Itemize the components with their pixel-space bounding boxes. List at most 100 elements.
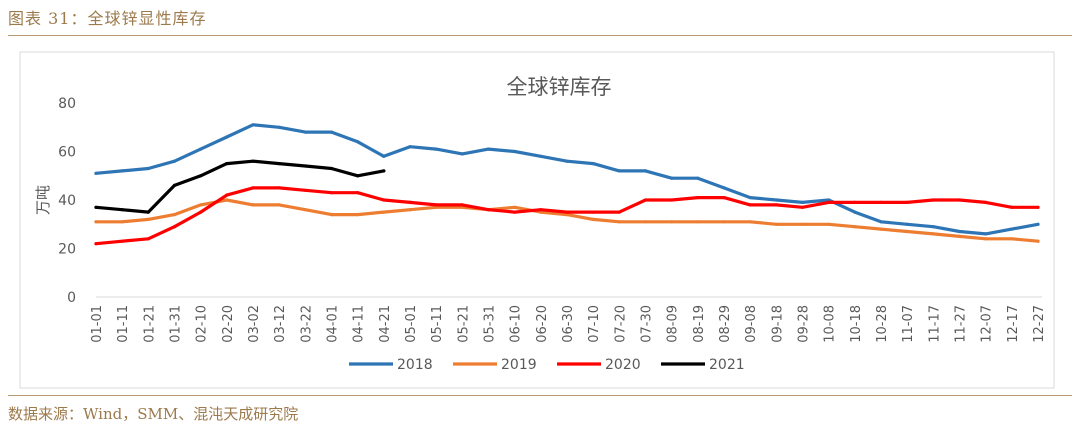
x-tick-label: 01-01 [90,305,105,343]
bottom-rule [8,395,1072,396]
data-point-2018 [670,176,674,180]
x-tick-label: 11-17 [927,305,942,343]
legend-label-2021: 2021 [709,357,745,373]
data-point-2018 [146,166,150,171]
data-point-2019 [905,229,909,234]
data-point-2018 [199,147,203,151]
data-point-2020 [382,198,386,202]
data-point-2019 [670,220,674,224]
x-tick-label: 05-11 [430,305,445,343]
data-point-2019 [225,198,229,202]
source-note: 数据来源：Wind，SMM、混沌天成研究院 [8,405,299,423]
data-point-2019 [94,220,98,224]
x-tick-label: 09-18 [770,305,785,343]
legend-label-2020: 2020 [605,357,641,373]
data-point-2020 [696,196,700,200]
legend-label-2019: 2019 [501,357,537,373]
data-point-2020 [120,239,124,243]
x-tick-label: 11-07 [901,305,916,343]
data-point-2019 [800,222,805,226]
data-point-2020 [931,198,935,202]
x-tick-label: 01-31 [169,305,184,343]
data-point-2019 [957,234,962,238]
data-point-2018 [879,220,883,224]
y-axis-label: 万吨 [34,185,52,215]
data-point-2020 [146,237,150,241]
x-tick-label: 04-21 [378,305,393,343]
data-point-2019 [277,203,281,207]
data-point-2020 [800,205,805,209]
data-point-2018 [748,196,752,200]
data-point-2020 [486,208,491,212]
data-point-2019 [303,208,307,212]
data-point-2019 [251,203,255,207]
data-point-2019 [329,213,334,217]
data-point-2019 [748,220,752,224]
x-tick-label: 10-28 [875,305,890,343]
x-tick-label: 01-11 [116,305,131,343]
legend-label-2018: 2018 [397,357,433,373]
data-point-2018 [513,149,517,154]
data-point-2021 [94,205,98,209]
x-tick-label: 06-20 [535,305,550,343]
data-point-2019 [696,220,700,224]
data-point-2018 [329,130,334,134]
x-tick-label: 12-17 [1006,305,1021,343]
data-point-2021 [329,166,334,171]
chart-frame [19,51,1055,389]
data-point-2019 [591,217,595,221]
data-point-2019 [565,213,569,217]
data-point-2020 [251,186,255,190]
data-point-2019 [722,220,726,224]
data-point-2021 [199,174,203,178]
data-point-2019 [146,217,150,221]
data-point-2019 [643,220,648,224]
data-point-2018 [931,225,935,229]
data-point-2020 [748,203,752,207]
data-point-2020 [774,203,778,207]
data-point-2020 [303,188,307,192]
x-tick-label: 12-27 [1032,305,1047,343]
y-tick-label: 60 [58,145,76,161]
data-point-2019 [408,208,412,212]
data-point-2019 [199,203,203,207]
data-point-2021 [225,162,229,166]
x-tick-label: 03-12 [273,305,288,343]
data-point-2020 [670,198,674,202]
x-tick-label: 05-21 [456,305,471,343]
data-point-2020 [408,200,412,204]
data-point-2020 [643,198,648,202]
figure-title: 图表 31：全球锌显性库存 [8,9,207,28]
data-point-2020 [827,200,831,204]
data-point-2021 [146,210,150,214]
data-point-2020 [460,203,464,207]
data-point-2018 [984,232,988,236]
x-tick-label: 12-07 [980,305,995,343]
data-point-2020 [199,210,203,214]
data-point-2019 [1010,237,1014,241]
data-point-2019 [827,222,831,226]
data-point-2018 [591,162,595,166]
data-point-2019 [120,220,124,224]
x-tick-label: 04-01 [326,305,341,343]
x-tick-label: 07-30 [640,305,655,343]
data-point-2019 [172,213,177,217]
x-tick-label: 09-28 [797,305,812,343]
data-point-2018 [303,130,307,134]
x-tick-label: 06-30 [561,305,576,343]
data-point-2018 [172,159,177,163]
y-tick-label: 0 [67,290,76,306]
data-point-2019 [853,225,857,229]
data-point-2018 [905,222,909,226]
data-point-2020 [591,210,595,214]
data-point-2018 [486,147,491,151]
data-point-2020 [172,225,177,229]
data-point-2020 [565,210,569,214]
y-tick-label: 20 [58,242,76,258]
data-point-2018 [722,186,726,190]
data-point-2019 [984,237,988,241]
data-point-2019 [617,220,621,224]
x-tick-label: 02-10 [195,305,210,343]
data-point-2018 [408,145,412,149]
